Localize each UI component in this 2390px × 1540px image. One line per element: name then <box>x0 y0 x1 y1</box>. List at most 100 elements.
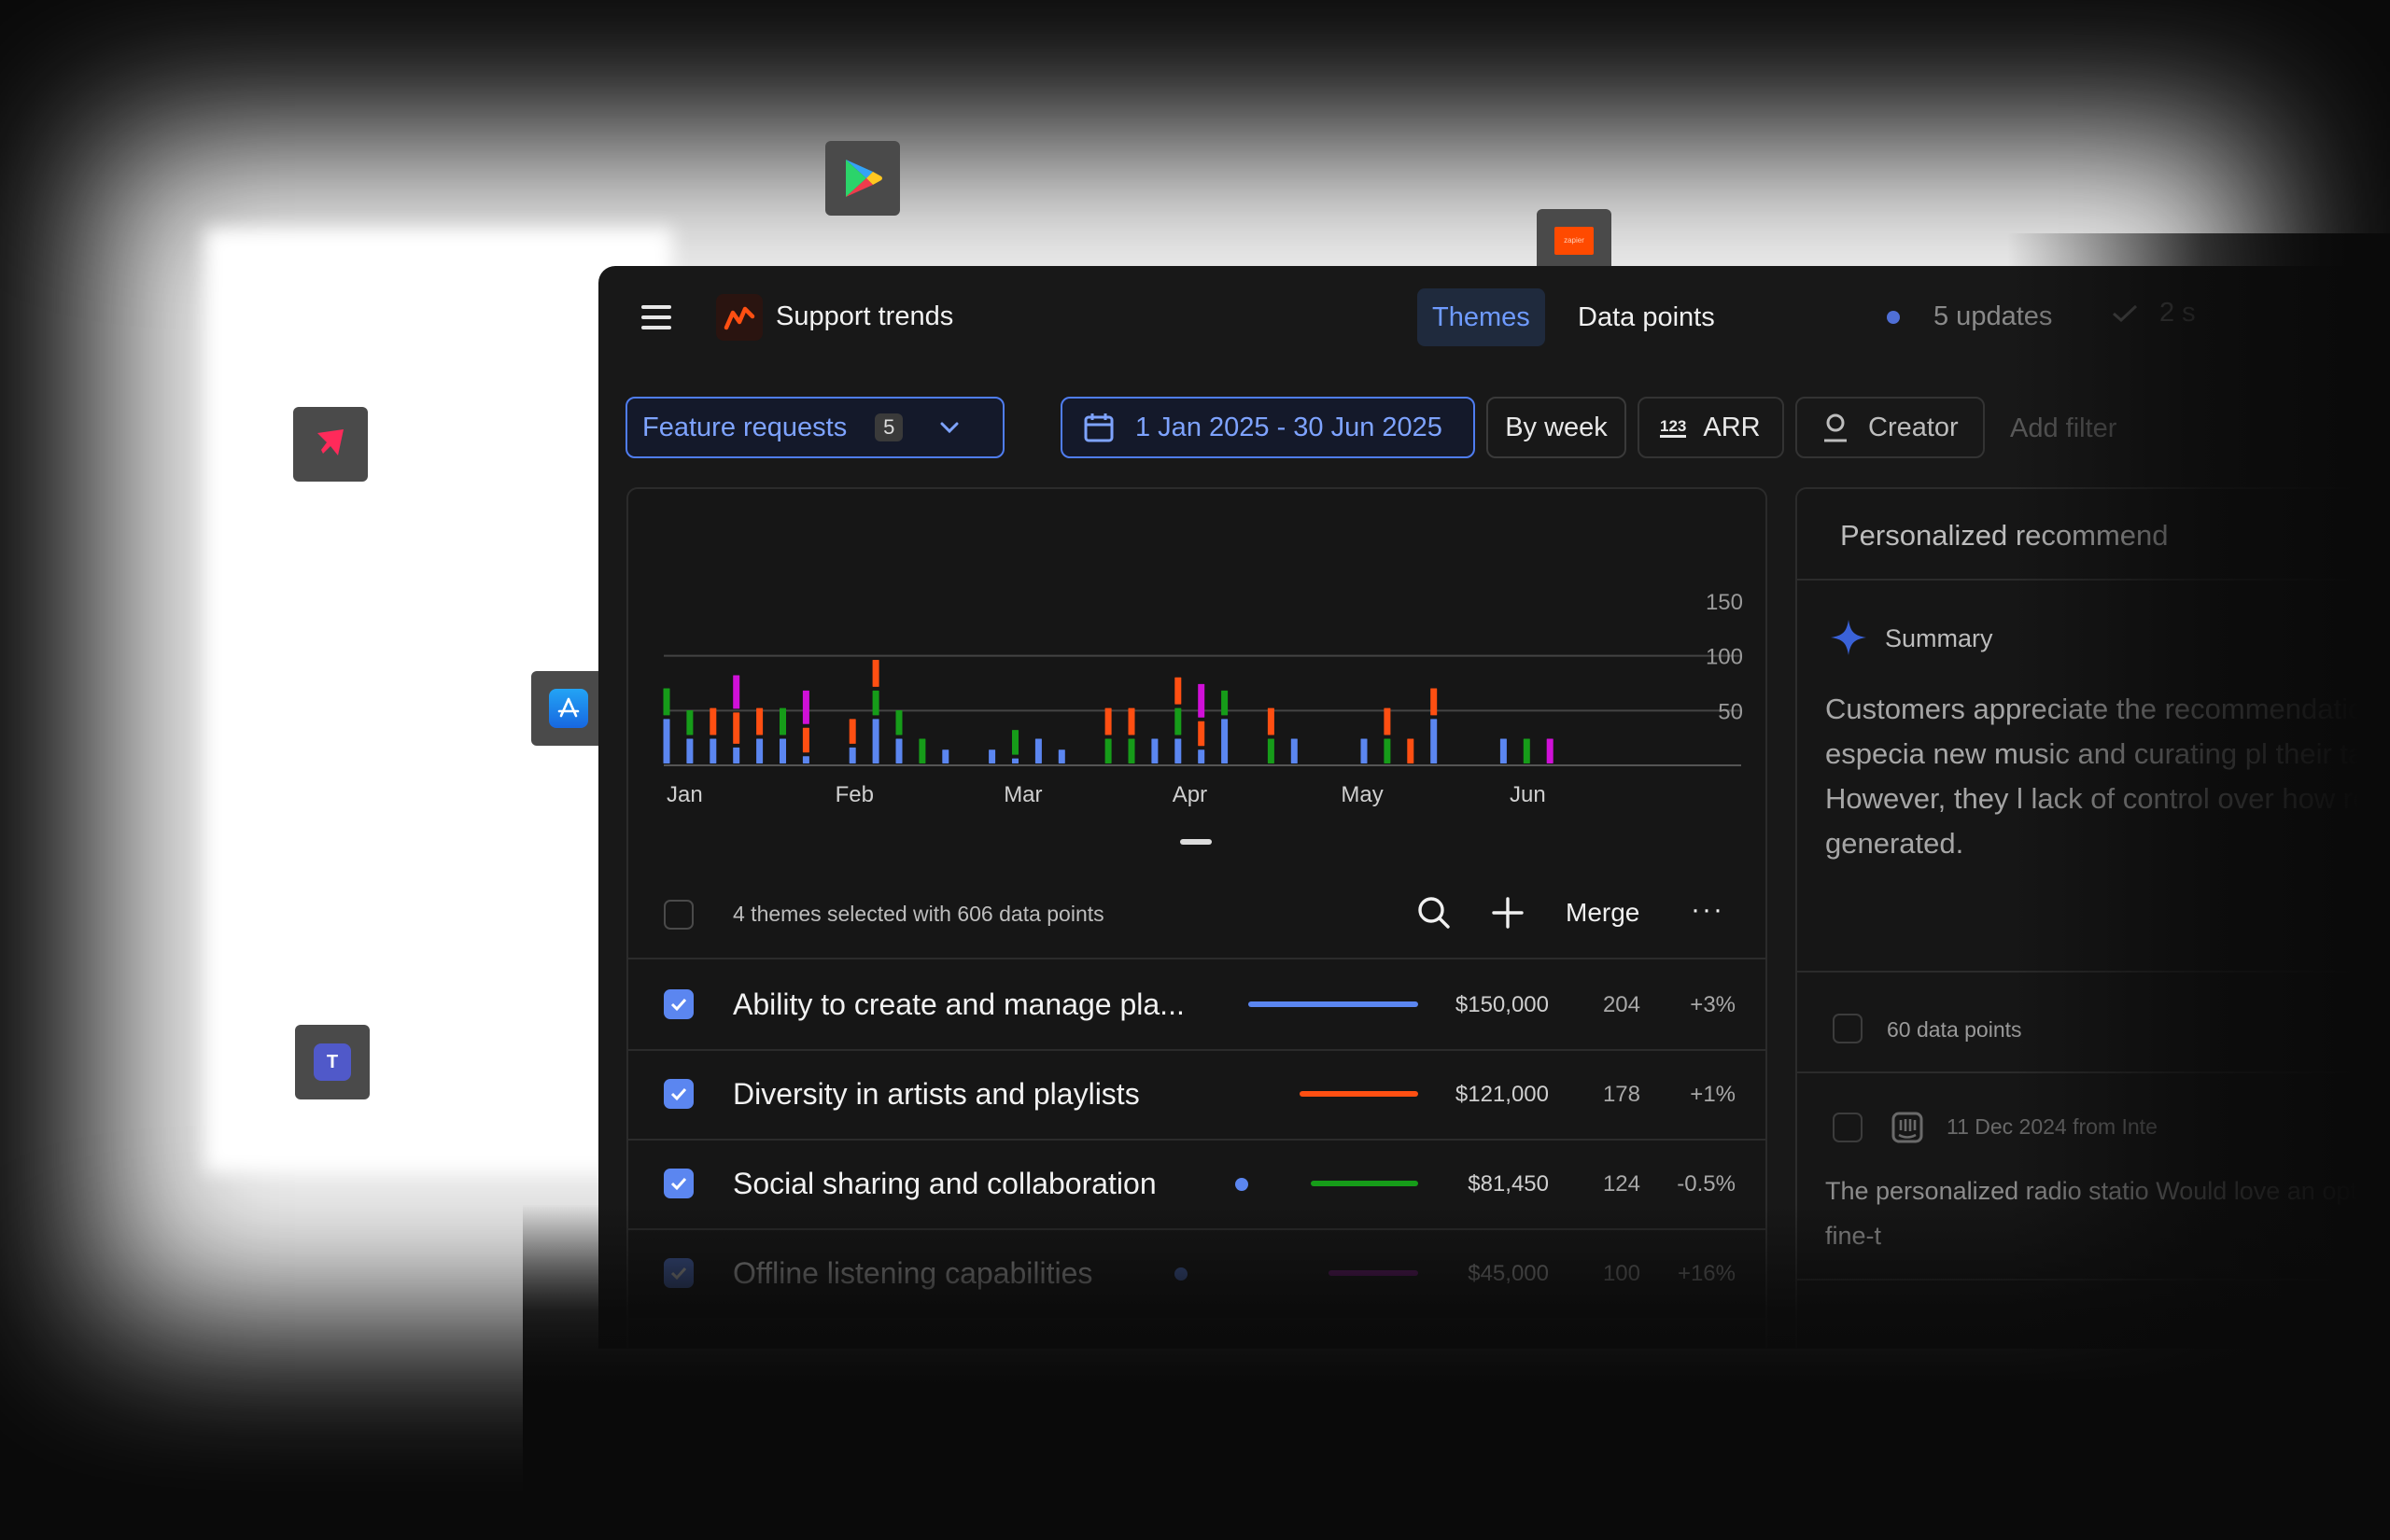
theme-name: Ability to create and manage pla... <box>733 987 1185 1021</box>
bar-segment-orange <box>872 660 879 687</box>
menu-icon[interactable] <box>641 305 671 329</box>
bar-segment-blue <box>802 756 809 763</box>
more-options-icon[interactable]: ··· <box>1691 894 1724 925</box>
bar-segment-orange <box>710 707 717 735</box>
category-dropdown[interactable]: Feature requests 5 <box>626 397 1005 458</box>
updates-indicator[interactable]: 5 updates <box>1887 301 2052 332</box>
app-store-icon <box>531 671 606 746</box>
google-play-icon <box>825 141 900 216</box>
bar-segment-green <box>1523 738 1530 763</box>
tab-themes[interactable]: Themes <box>1417 288 1545 346</box>
sparkle-icon <box>1831 620 1866 655</box>
bar-segment-blue <box>733 747 740 763</box>
bar-segment-blue <box>1360 738 1368 763</box>
new-indicator-dot <box>1235 1178 1248 1191</box>
theme-checkbox[interactable] <box>664 1079 694 1109</box>
updates-label: 5 updates <box>1933 301 2053 331</box>
search-icon[interactable] <box>1415 894 1453 931</box>
data-points-count: 60 data points <box>1887 1017 2022 1042</box>
bar-segment-orange <box>1104 707 1112 735</box>
theme-row[interactable]: Diversity in artists and playlists $121,0… <box>628 1049 1765 1141</box>
creator-filter[interactable]: Creator <box>1795 397 1985 458</box>
bar-segment-blue <box>1290 738 1298 763</box>
arr-filter[interactable]: 123 ARR <box>1638 397 1784 458</box>
data-points-checkbox[interactable] <box>1833 1014 1863 1043</box>
theme-data-point-count: 124 <box>1602 1171 1640 1197</box>
data-point-meta: 11 Dec 2024 from Inte <box>1947 1114 2158 1139</box>
add-icon[interactable] <box>1489 894 1526 931</box>
theme-row[interactable]: Ability to create and manage pla... $150,… <box>628 959 1765 1051</box>
recommendation-panel: Personalized recommend Summary Customers… <box>1795 487 2390 1349</box>
bar-segment-orange <box>756 707 764 735</box>
granularity-button[interactable]: By week <box>1486 397 1626 458</box>
check-icon <box>2113 304 2138 322</box>
bar-segment-orange <box>733 712 740 744</box>
theme-row[interactable]: Social sharing and collaboration $81,450 1… <box>628 1139 1765 1230</box>
bar-segment-magenta <box>733 675 740 709</box>
bar-segment-blue <box>686 738 694 763</box>
theme-data-point-count: 204 <box>1602 992 1640 1017</box>
add-filter-button[interactable]: Add filter <box>2010 413 2117 443</box>
bar-segment-blue <box>895 738 903 763</box>
new-indicator-dot <box>1174 1267 1188 1281</box>
panel-title: Personalized recommend <box>1840 519 2169 552</box>
summary-text: Customers appreciate the recommendations… <box>1825 693 2390 860</box>
checked-status[interactable]: 2 s <box>2111 298 2196 329</box>
bar-segment-green <box>686 709 694 735</box>
x-tick-label: Feb <box>836 782 874 807</box>
bar-segment-blue <box>1058 749 1065 763</box>
select-all-checkbox[interactable] <box>664 900 694 930</box>
theme-arr-amount: $150,000 <box>1455 992 1549 1017</box>
theme-checkbox[interactable] <box>664 989 694 1019</box>
bar-segment-green <box>919 738 926 763</box>
bar-segment-green <box>1128 738 1135 763</box>
selection-toolbar: 4 themes selected with 606 data points M… <box>628 872 1765 959</box>
theme-name: Social sharing and collaboration <box>733 1167 1157 1200</box>
divider <box>1797 1279 2390 1281</box>
data-point-checkbox[interactable] <box>1833 1113 1863 1142</box>
date-range-picker[interactable]: 1 Jan 2025 - 30 Jun 2025 <box>1061 397 1475 458</box>
app-logo-icon <box>716 294 763 341</box>
bar-segment-orange <box>1128 707 1135 735</box>
bar-segment-magenta <box>802 690 809 724</box>
arr-label: ARR <box>1703 412 1761 442</box>
teams-icon: T <box>295 1025 370 1099</box>
trend-chart[interactable]: 150 100 50 Jan Feb Mar Apr May Jun <box>628 489 1767 825</box>
bar-segment-orange <box>1430 688 1438 716</box>
theme-change: -0.5% <box>1677 1171 1736 1197</box>
launch-icon <box>293 407 368 482</box>
merge-button[interactable]: Merge <box>1566 898 1640 927</box>
intercom-icon <box>1891 1112 1923 1143</box>
bar-segment-green <box>872 690 879 716</box>
bar-segment-magenta <box>1546 738 1554 763</box>
x-tick-label: Apr <box>1173 782 1207 807</box>
theme-arr-amount: $45,000 <box>1468 1261 1549 1286</box>
theme-checkbox[interactable] <box>664 1258 694 1288</box>
bar-segment-green <box>1012 730 1019 755</box>
x-tick-label: Jan <box>667 782 703 807</box>
theme-trend-bar <box>1311 1181 1418 1186</box>
data-point-quote: The personalized radio statio Would love… <box>1825 1177 2390 1250</box>
bar-segment-green <box>1221 690 1229 716</box>
theme-row[interactable]: Offline listening capabilities $45,000 100… <box>628 1228 1765 1320</box>
bar-segment-blue <box>849 747 856 763</box>
bar-segment-blue <box>872 719 879 763</box>
app-title: Support trends <box>776 301 954 331</box>
theme-name: Diversity in artists and playlists <box>733 1077 1140 1111</box>
bar-segment-blue <box>1034 738 1042 763</box>
checked-status-label: 2 s <box>2159 298 2196 328</box>
check-icon <box>670 1177 687 1191</box>
number-icon: 123 <box>1660 417 1687 438</box>
bar-segment-blue <box>1198 749 1205 763</box>
y-tick-label: 100 <box>1706 645 1743 670</box>
tab-data-points[interactable]: Data points <box>1578 302 1715 332</box>
theme-checkbox[interactable] <box>664 1169 694 1198</box>
divider <box>1797 971 2390 973</box>
bar-segment-blue <box>710 738 717 763</box>
theme-trend-bar <box>1300 1091 1418 1097</box>
status-dot-icon <box>1887 310 1900 324</box>
theme-arr-amount: $81,450 <box>1468 1171 1549 1197</box>
bar-segment-blue <box>1151 738 1159 763</box>
calendar-icon <box>1084 413 1114 442</box>
resize-handle[interactable] <box>1180 839 1212 845</box>
